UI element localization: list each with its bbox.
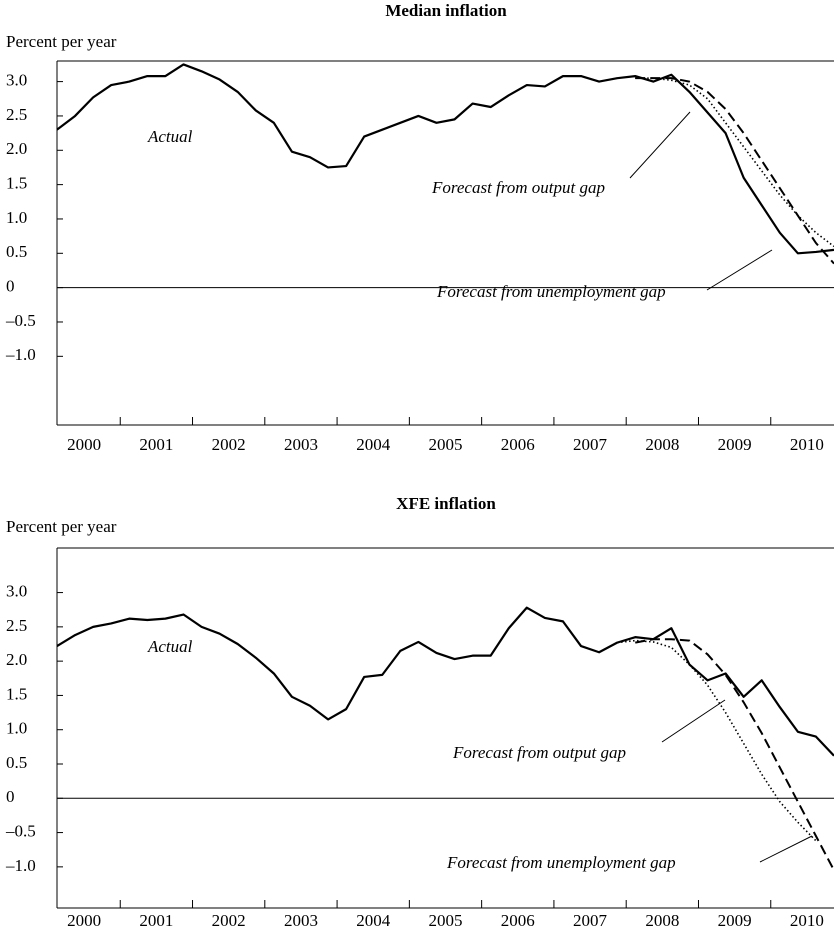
x-tick-label: 2004 bbox=[356, 435, 391, 454]
x-tick-label: 2008 bbox=[645, 435, 679, 454]
y-tick-label: 0.5 bbox=[6, 242, 27, 261]
y-tick-label: 2.5 bbox=[6, 616, 27, 635]
x-tick-label: 2002 bbox=[212, 911, 246, 930]
x-tick-label: 2006 bbox=[501, 911, 535, 930]
series-line bbox=[617, 639, 817, 842]
x-tick-label: 2005 bbox=[429, 911, 463, 930]
x-tick-label: 2003 bbox=[284, 911, 318, 930]
leader-line bbox=[661, 699, 726, 743]
chart-title: Median inflation bbox=[385, 1, 507, 20]
series-line bbox=[635, 77, 834, 265]
y-tick-label: –0.5 bbox=[5, 311, 36, 330]
series-label: Forecast from unemployment gap bbox=[436, 282, 666, 301]
x-tick-label: 2009 bbox=[718, 435, 752, 454]
x-tick-label: 2009 bbox=[718, 911, 752, 930]
y-tick-label: –0.5 bbox=[5, 821, 36, 840]
y-tick-label: 2.5 bbox=[6, 105, 27, 124]
y-tick-label: –1.0 bbox=[5, 345, 36, 364]
y-tick-label: 3.0 bbox=[6, 71, 27, 90]
x-tick-label: 2004 bbox=[356, 911, 391, 930]
leader-line bbox=[706, 249, 773, 291]
y-tick-label: 1.5 bbox=[6, 174, 27, 193]
series-label: Forecast from output gap bbox=[452, 743, 626, 762]
y-axis-label: Percent per year bbox=[6, 32, 117, 51]
series-line bbox=[56, 606, 834, 757]
x-tick-label: 2007 bbox=[573, 435, 608, 454]
x-tick-label: 2000 bbox=[67, 435, 101, 454]
y-tick-label: 0 bbox=[6, 277, 15, 296]
x-tick-label: 2001 bbox=[139, 911, 173, 930]
x-tick-label: 2010 bbox=[790, 911, 824, 930]
series-line bbox=[635, 638, 834, 871]
series-line bbox=[635, 77, 834, 248]
y-tick-label: 1.0 bbox=[6, 719, 27, 738]
leader-line bbox=[629, 111, 691, 179]
series-label: Actual bbox=[147, 127, 193, 146]
series-label: Forecast from unemployment gap bbox=[446, 853, 676, 872]
y-tick-label: 0.5 bbox=[6, 753, 27, 772]
y-tick-label: –1.0 bbox=[5, 856, 36, 875]
series-line bbox=[56, 63, 834, 255]
y-tick-label: 2.0 bbox=[6, 139, 27, 158]
y-tick-label: 1.0 bbox=[6, 208, 27, 227]
y-tick-label: 0 bbox=[6, 787, 15, 806]
series-label: Forecast from output gap bbox=[431, 178, 605, 197]
x-tick-label: 2008 bbox=[645, 911, 679, 930]
x-tick-label: 2007 bbox=[573, 911, 608, 930]
x-tick-label: 2006 bbox=[501, 435, 535, 454]
chart-title: XFE inflation bbox=[396, 494, 496, 513]
y-axis-label: Percent per year bbox=[6, 517, 117, 536]
x-tick-label: 2010 bbox=[790, 435, 824, 454]
leader-line bbox=[759, 835, 813, 863]
y-tick-label: 3.0 bbox=[6, 581, 27, 600]
y-tick-label: 1.5 bbox=[6, 684, 27, 703]
y-tick-label: 2.0 bbox=[6, 650, 27, 669]
series-label: Actual bbox=[147, 637, 193, 656]
x-tick-label: 2001 bbox=[139, 435, 173, 454]
x-tick-label: 2005 bbox=[429, 435, 463, 454]
x-tick-label: 2003 bbox=[284, 435, 318, 454]
x-tick-label: 2000 bbox=[67, 911, 101, 930]
x-tick-label: 2002 bbox=[212, 435, 246, 454]
